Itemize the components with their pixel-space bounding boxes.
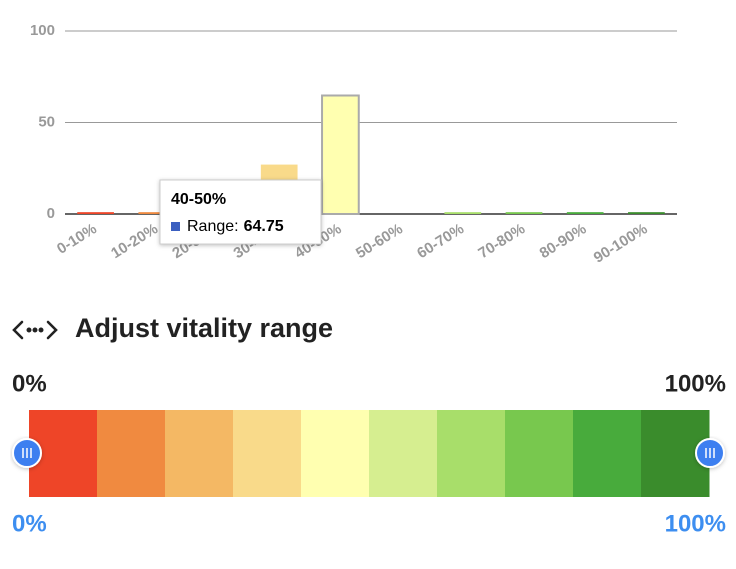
bar	[321, 94, 360, 215]
y-tick-label: 0	[47, 205, 55, 222]
tooltip-text: Range: 64.75	[187, 218, 284, 235]
tooltip-series-name: Range:	[187, 218, 239, 235]
range-slider[interactable]	[12, 410, 725, 497]
bar	[628, 212, 665, 214]
y-tick-label: 100	[30, 22, 55, 39]
selected-max-label: 100%	[665, 510, 726, 537]
tooltip-title: 40-50%	[171, 191, 226, 208]
selected-min-label: 0%	[12, 510, 47, 537]
max-label: 100%	[665, 370, 726, 397]
range-segment	[233, 410, 302, 497]
x-tick-label: 0-10%	[54, 220, 100, 257]
slider-handle[interactable]	[695, 438, 725, 468]
x-tick-label: 70-80%	[475, 220, 528, 262]
slider-handle[interactable]	[12, 438, 42, 468]
min-label: 0%	[12, 370, 47, 397]
range-segment	[97, 410, 166, 497]
tooltip: 40-50% Range: 64.75	[159, 179, 322, 245]
tooltip-value: 64.75	[244, 218, 284, 235]
bar	[505, 212, 543, 214]
x-tick-label: 90-100%	[591, 220, 651, 266]
range-segment	[505, 410, 574, 497]
chart: 0501000-10%10-20%20-30%30-40%40-50%50-60…	[30, 22, 677, 267]
range-icon	[12, 320, 58, 340]
bar	[77, 212, 114, 214]
y-tick-label: 50	[38, 113, 55, 130]
tooltip-box	[159, 179, 322, 245]
range-segment	[165, 410, 234, 497]
x-tick-label: 50-60%	[353, 220, 406, 262]
range-segment	[437, 410, 506, 497]
range-segment	[573, 410, 642, 497]
x-tick-label: 60-70%	[414, 220, 467, 262]
bar	[566, 212, 604, 214]
section-title: Adjust vitality range	[75, 313, 333, 343]
tooltip-swatch	[171, 222, 180, 231]
x-tick-label: 80-90%	[537, 220, 590, 262]
range-segment	[301, 410, 370, 497]
bar	[444, 212, 482, 214]
x-tick-label: 10-20%	[108, 220, 161, 262]
bar	[138, 212, 176, 214]
range-segment	[369, 410, 438, 497]
